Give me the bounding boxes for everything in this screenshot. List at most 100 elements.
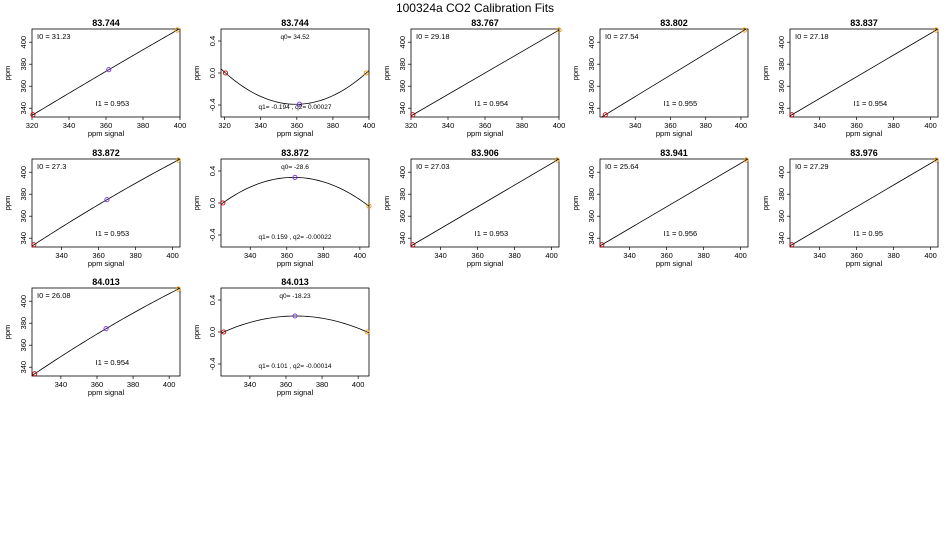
fit-line <box>790 29 938 117</box>
y-tick-label: 400 <box>19 166 28 179</box>
fit-line <box>600 29 748 117</box>
page-title: 100324a CO2 Calibration Fits <box>395 1 555 15</box>
panel-2: 83.744 320 340 360 380 400 -0.4 0.0 0.4 ppm signa… <box>192 18 375 138</box>
low-point <box>599 242 605 248</box>
plot-frame <box>31 158 181 248</box>
x-axis-label: ppm signal <box>846 259 883 268</box>
y-tick-label: 380 <box>587 188 596 201</box>
fit-annotation: I0 = 26.08 <box>37 291 71 300</box>
low-point <box>30 112 36 118</box>
x-tick-label: 380 <box>316 380 329 389</box>
fit-annotation: I0 = 27.3 <box>37 162 66 171</box>
high-point <box>363 70 369 76</box>
low-point <box>410 112 416 118</box>
x-axis-label: ppm signal <box>277 129 314 138</box>
x-axis-label: ppm signal <box>277 259 314 268</box>
fit-annotation: I1 = 0.954 <box>475 99 509 108</box>
x-tick-label: 340 <box>623 251 636 260</box>
x-tick-label: 380 <box>508 251 521 260</box>
y-tick-label: 380 <box>398 58 407 71</box>
fit-annotation: I0 = 27.03 <box>416 162 450 171</box>
mid-point <box>103 326 109 332</box>
panel-title: 83.744 <box>92 18 120 28</box>
fit-annotation: q0= 34.52 <box>280 34 309 41</box>
low-point <box>222 70 229 76</box>
x-tick-label: 340 <box>244 251 257 260</box>
x-tick-label: 360 <box>664 121 677 130</box>
y-axis-label: ppm <box>3 325 12 340</box>
y-tick-label: 380 <box>777 188 786 201</box>
x-tick-label: 380 <box>127 380 140 389</box>
y-tick-label: 400 <box>587 166 596 179</box>
plot-frame <box>789 28 939 118</box>
fit-annotation: I1 = 0.956 <box>664 229 698 238</box>
fit-annotation: I1 = 0.953 <box>96 229 130 238</box>
fit-annotation: q1= -0.194 , q2= 0.00027 <box>258 104 331 111</box>
fit-annotation: q1= 0.159 , q2= -0.00022 <box>258 234 331 241</box>
low-point <box>602 112 608 118</box>
y-axis-label: ppm <box>382 66 391 81</box>
panel-10: 83.976 340 360 380 400 340 360 380 400 ppm signal… <box>761 148 939 268</box>
x-tick-label: 360 <box>479 121 492 130</box>
x-tick-label: 360 <box>281 251 294 260</box>
panel-6: 83.872 340 360 380 400 340 360 380 400 ppm signal… <box>3 148 181 268</box>
x-tick-label: 380 <box>137 121 150 130</box>
fit-annotation: I0 = 29.18 <box>416 32 450 41</box>
fit-annotation: I0 = 27.54 <box>605 32 639 41</box>
fit-line <box>411 159 559 247</box>
y-tick-label: 400 <box>587 36 596 49</box>
panel-title: 83.872 <box>92 148 120 158</box>
y-axis-label: ppm <box>192 66 201 81</box>
high-point <box>556 27 562 33</box>
x-tick-label: 380 <box>317 251 330 260</box>
panel-title: 83.837 <box>850 18 878 28</box>
x-tick-label: 340 <box>629 121 642 130</box>
panel-title: 83.744 <box>281 18 309 28</box>
y-tick-label: 0.4 <box>208 295 217 305</box>
y-axis-label: ppm <box>192 196 201 211</box>
fit-line <box>600 159 748 247</box>
plot-frame <box>789 158 939 248</box>
mid-point <box>296 101 303 107</box>
high-point <box>933 157 939 163</box>
panel-4: 83.802 340 360 380 400 340 360 380 400 ppm signal… <box>571 18 749 138</box>
panel-title: 83.941 <box>660 148 688 158</box>
y-tick-label: -0.4 <box>208 229 217 242</box>
x-tick-label: 360 <box>850 251 863 260</box>
y-axis-label: ppm <box>761 196 770 211</box>
x-tick-label: 400 <box>166 251 179 260</box>
y-tick-label: 340 <box>398 232 407 245</box>
y-tick-label: 360 <box>19 210 28 223</box>
x-tick-label: 360 <box>471 251 484 260</box>
panel-title: 83.767 <box>471 18 499 28</box>
high-point <box>554 157 560 163</box>
fit-annotation: I1 = 0.953 <box>475 229 509 238</box>
fit-line <box>221 315 369 334</box>
y-tick-label: 0.4 <box>208 36 217 46</box>
y-tick-label: 360 <box>19 80 28 93</box>
low-point <box>32 371 38 377</box>
x-tick-label: 360 <box>91 380 104 389</box>
x-axis-label: ppm signal <box>467 259 504 268</box>
x-tick-label: 340 <box>244 380 257 389</box>
fit-line <box>411 29 559 117</box>
y-tick-label: 340 <box>587 102 596 115</box>
y-tick-label: 340 <box>19 361 28 374</box>
high-point <box>175 157 181 163</box>
high-point <box>366 203 372 209</box>
x-tick-label: 380 <box>129 251 142 260</box>
high-point <box>933 27 939 33</box>
y-tick-label: 340 <box>19 232 28 245</box>
x-tick-label: 400 <box>734 251 747 260</box>
x-tick-label: 400 <box>545 251 558 260</box>
fit-annotation: q0= -18.23 <box>279 293 311 300</box>
low-point <box>789 242 795 248</box>
fit-annotation: I1 = 0.954 <box>96 358 130 367</box>
y-tick-label: 400 <box>777 36 786 49</box>
y-axis-label: ppm <box>571 196 580 211</box>
x-axis-label: ppm signal <box>88 129 125 138</box>
panel-3: 83.767 320 340 360 380 400 340 360 380 400 ppm sig… <box>382 18 565 138</box>
fit-line <box>32 29 180 116</box>
x-tick-label: 400 <box>363 121 376 130</box>
y-axis-label: ppm <box>3 196 12 211</box>
